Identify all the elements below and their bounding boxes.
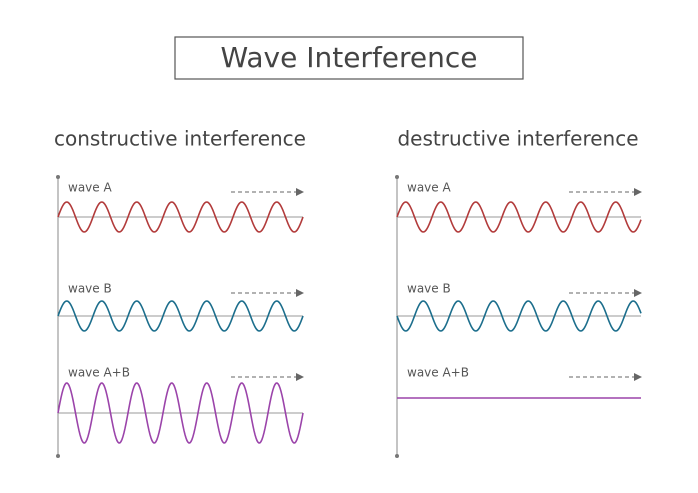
wave [396,201,642,233]
wave [396,300,642,332]
axis-end [395,454,399,458]
title-box [174,36,524,80]
axis-end [56,454,60,458]
title: Wave Interference [220,41,477,74]
wave-label: wave A [68,181,112,195]
wave [57,300,304,332]
wave-label: wave B [407,282,451,296]
panel-title: destructive interference [397,127,638,151]
axis-end [56,175,60,179]
wave-label: wave A+B [407,366,469,380]
wave [57,201,304,233]
wave-label: wave A+B [68,366,130,380]
wave [57,382,304,444]
panel-title: constructive interference [54,127,306,151]
wave-label: wave A [407,181,451,195]
axis-end [395,175,399,179]
wave-label: wave B [68,282,112,296]
